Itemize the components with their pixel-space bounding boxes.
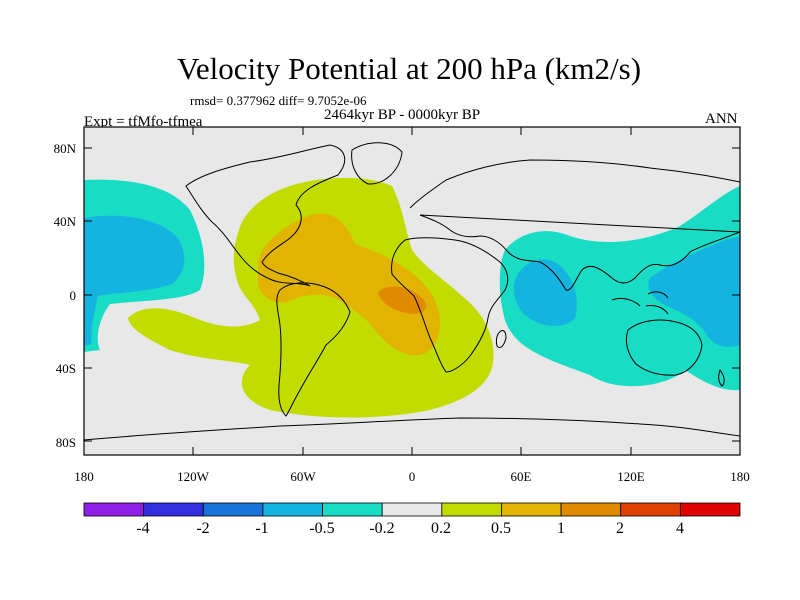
lon-label-60w: 60W — [290, 469, 316, 484]
colorbar-box — [501, 502, 562, 517]
lat-label-80s: 80S — [55, 435, 76, 450]
colorbar-box — [679, 502, 741, 517]
colorbar — [83, 502, 741, 517]
colorbar-box — [381, 502, 443, 517]
lon-label-180w: 180 — [74, 469, 94, 484]
period-label: 2464kyr BP - 0000kyr BP — [324, 107, 481, 123]
contour-pos-weak-atlantic — [128, 177, 494, 418]
lon-label-180e: 180 — [730, 469, 750, 484]
map-plot-area — [84, 127, 740, 455]
colorbar-label: -1 — [255, 520, 269, 537]
contour-neg-mid-indian — [513, 259, 577, 326]
season-label: ANN — [705, 111, 738, 127]
colorbar-box — [441, 502, 502, 517]
colorbar-label: 0.5 — [491, 520, 511, 537]
lon-label-120w: 120W — [177, 469, 209, 484]
colorbar-box — [620, 502, 681, 517]
colorbar-label: 0.2 — [431, 520, 451, 537]
contour-neg-weak-indowest — [499, 186, 740, 391]
colorbar-box — [202, 502, 264, 517]
colorbar-label: -0.2 — [369, 520, 395, 537]
lat-label-40s: 40S — [55, 361, 76, 376]
contour-neg-mid-westpacific — [648, 236, 740, 347]
lat-label-80n: 80N — [53, 141, 76, 156]
chart-title: Velocity Potential at 200 hPa (km2/s) — [176, 51, 642, 86]
colorbar-box — [322, 502, 383, 517]
lon-label-120e: 120E — [617, 469, 645, 484]
lat-label-0: 0 — [69, 288, 77, 303]
lon-label-0: 0 — [408, 469, 416, 484]
contour-pos-mid-atlantic — [258, 213, 440, 356]
contour-neg-mid-eastpacific — [84, 215, 185, 346]
colorbar-label: -0.5 — [309, 520, 335, 537]
colorbar-label: 1 — [557, 520, 565, 537]
colorbar-box — [560, 502, 622, 517]
colorbar-label: 2 — [616, 520, 624, 537]
stats-line: rmsd= 0.377962 diff= 9.7052e-06 — [190, 93, 367, 108]
lon-label-60e: 60E — [510, 469, 532, 484]
colorbar-box — [262, 502, 323, 517]
colorbar-label: -4 — [136, 520, 150, 537]
lat-label-40n: 40N — [53, 214, 76, 229]
contour-pos-strong-equatorial — [378, 286, 427, 314]
colorbar-box — [83, 502, 145, 517]
colorbar-label: -2 — [196, 520, 210, 537]
colorbar-box — [143, 502, 204, 517]
colorbar-label: 4 — [676, 520, 684, 537]
coastlines — [84, 142, 740, 441]
lon-ticks — [83, 127, 741, 455]
lat-ticks — [84, 147, 740, 442]
experiment-label: Expt = tfMfo-tfmea — [84, 114, 203, 130]
